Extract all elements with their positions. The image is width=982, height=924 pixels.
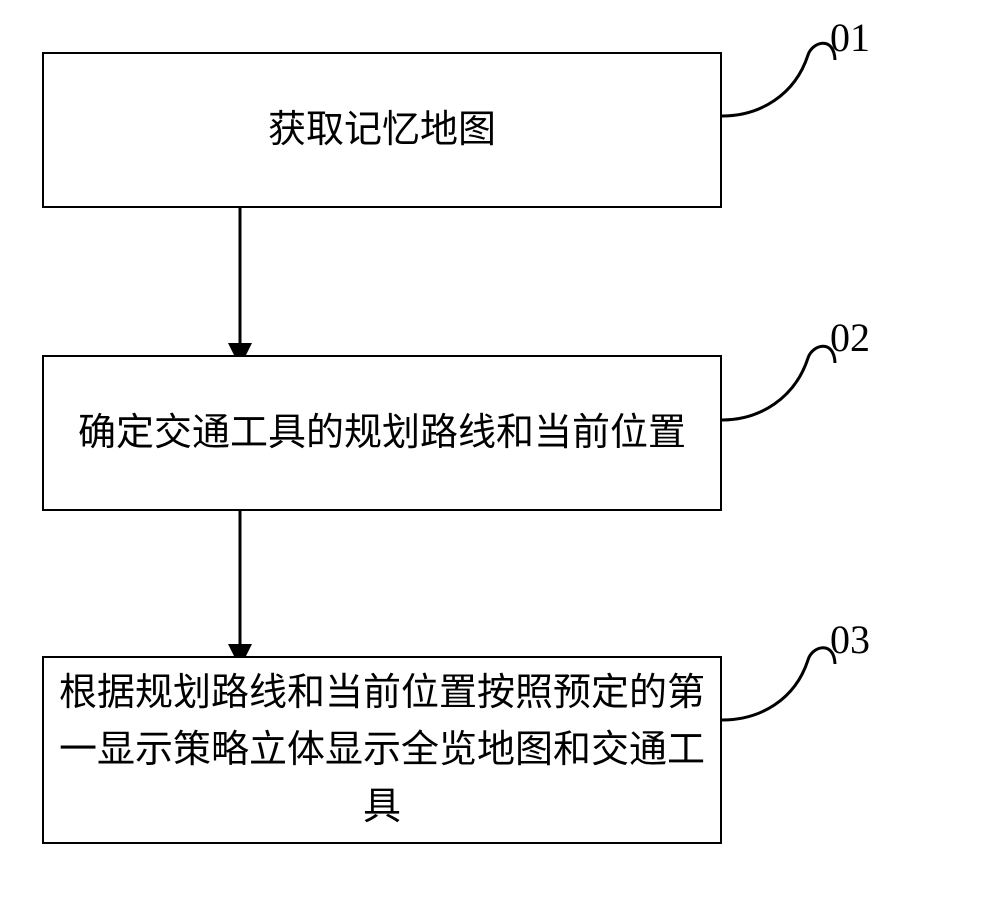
flow-node-label-n2: 02 [830, 314, 870, 361]
flow-connector-n2 [722, 346, 835, 420]
flow-connector-n3 [722, 648, 835, 720]
flow-node-label-n3: 03 [830, 616, 870, 663]
flow-node-n1: 获取记忆地图 [42, 52, 722, 208]
flow-node-text: 根据规划路线和当前位置按照预定的第一显示策略立体显示全览地图和交通工具 [56, 665, 708, 836]
flow-node-text: 获取记忆地图 [268, 102, 496, 159]
flow-node-text: 确定交通工具的规划路线和当前位置 [78, 405, 686, 462]
flow-node-label-n1: 01 [830, 14, 870, 61]
flow-node-n2: 确定交通工具的规划路线和当前位置 [42, 355, 722, 511]
flow-connector-n1 [722, 43, 835, 116]
flow-node-n3: 根据规划路线和当前位置按照预定的第一显示策略立体显示全览地图和交通工具 [42, 656, 722, 844]
